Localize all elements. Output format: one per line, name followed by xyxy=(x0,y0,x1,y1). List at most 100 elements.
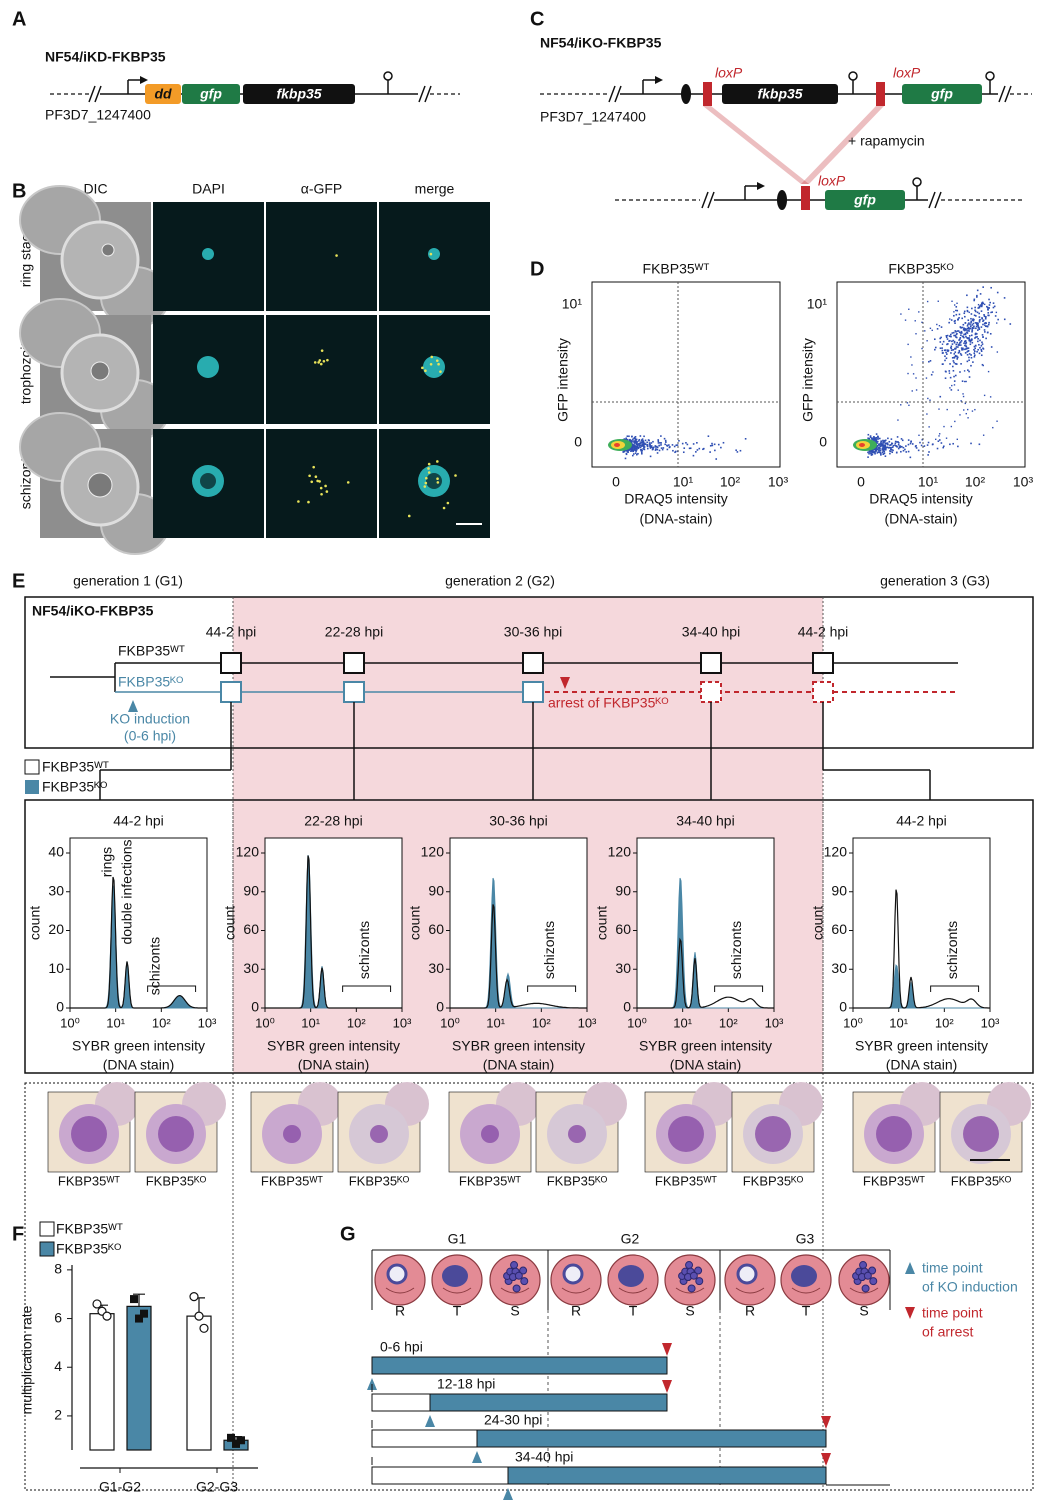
event xyxy=(997,318,999,321)
gfp-signal xyxy=(313,361,317,364)
pre-window xyxy=(371,1429,478,1448)
event xyxy=(977,325,979,327)
event xyxy=(877,438,879,440)
event xyxy=(980,344,983,347)
event xyxy=(631,441,633,443)
event xyxy=(977,323,979,326)
legend-label: time point xyxy=(922,1260,983,1276)
event xyxy=(982,286,984,288)
event xyxy=(638,446,641,448)
event xyxy=(968,322,970,324)
line xyxy=(88,85,96,103)
event xyxy=(960,363,962,365)
event xyxy=(876,440,879,443)
event xyxy=(961,335,964,338)
event xyxy=(980,350,983,352)
event xyxy=(969,343,972,346)
y-tick-label: 30 xyxy=(243,960,259,976)
x-tick-label: 10¹ xyxy=(106,1015,125,1030)
event xyxy=(970,356,973,359)
event xyxy=(953,353,956,355)
x-tick-label: 10¹ xyxy=(486,1015,505,1030)
terminator xyxy=(985,71,995,81)
event xyxy=(875,433,878,435)
merozoite xyxy=(859,1261,868,1270)
event xyxy=(639,442,641,445)
event xyxy=(641,449,643,452)
density-core xyxy=(859,443,865,447)
event xyxy=(633,441,636,444)
micrograph-label: FKBP35ᴷᴼ xyxy=(743,1173,804,1188)
legend-label: of arrest xyxy=(922,1324,973,1340)
parasite xyxy=(791,1265,817,1287)
event xyxy=(934,346,937,349)
event xyxy=(963,409,965,411)
data-point xyxy=(199,1323,209,1333)
event xyxy=(889,446,891,449)
event xyxy=(928,451,930,453)
event xyxy=(956,355,958,358)
event xyxy=(978,328,981,331)
event xyxy=(944,349,947,351)
event xyxy=(897,443,900,446)
y-tick-label: 30 xyxy=(615,960,631,976)
event xyxy=(884,447,887,450)
event xyxy=(926,444,929,446)
event xyxy=(627,451,629,453)
event xyxy=(641,441,644,444)
event xyxy=(882,439,884,442)
event xyxy=(974,310,977,313)
event xyxy=(968,359,970,362)
terminator xyxy=(383,71,393,81)
column-header: α-GFP xyxy=(301,181,343,197)
event xyxy=(988,307,991,309)
panel-letter: F xyxy=(12,1223,24,1245)
event xyxy=(983,303,986,306)
event xyxy=(660,435,662,437)
event xyxy=(955,330,957,333)
event xyxy=(900,438,903,440)
intron xyxy=(777,190,787,210)
gfp-signal xyxy=(312,465,315,469)
stage-label: S xyxy=(859,1303,868,1319)
event xyxy=(900,404,902,406)
loxp-label: loxP xyxy=(818,173,846,189)
event xyxy=(878,448,880,450)
merozoite xyxy=(510,1261,519,1270)
event xyxy=(652,446,655,449)
gfp-signal xyxy=(424,369,427,372)
event xyxy=(879,452,882,454)
data-point xyxy=(140,1309,148,1318)
micrograph-label: FKBP35ᵂᵀ xyxy=(655,1173,718,1188)
panel-letter: G xyxy=(340,1223,356,1245)
micrograph-label: FKBP35ᴷᴼ xyxy=(547,1173,608,1188)
event xyxy=(631,454,634,457)
event xyxy=(952,442,954,445)
event xyxy=(884,445,886,448)
event xyxy=(879,449,882,452)
event xyxy=(629,441,632,443)
event xyxy=(959,353,962,355)
event xyxy=(883,447,886,450)
event xyxy=(951,300,953,302)
event xyxy=(714,449,716,452)
event xyxy=(904,448,906,451)
event xyxy=(649,445,651,447)
event xyxy=(971,410,974,412)
event xyxy=(633,440,635,442)
event xyxy=(950,352,952,354)
gene-id: PF3D7_1247400 xyxy=(45,107,151,123)
micrograph-label: FKBP35ᵂᵀ xyxy=(58,1173,121,1188)
x-axis-label: SYBR green intensity xyxy=(72,1038,205,1054)
event xyxy=(964,328,967,330)
event xyxy=(958,339,960,341)
event xyxy=(970,320,973,323)
stage-label: T xyxy=(453,1303,462,1319)
event xyxy=(964,340,967,342)
event xyxy=(869,435,872,437)
event xyxy=(883,452,886,455)
gfp-signal xyxy=(436,460,439,463)
wt-histogram xyxy=(450,904,587,1009)
event xyxy=(994,315,997,317)
event xyxy=(964,342,967,345)
